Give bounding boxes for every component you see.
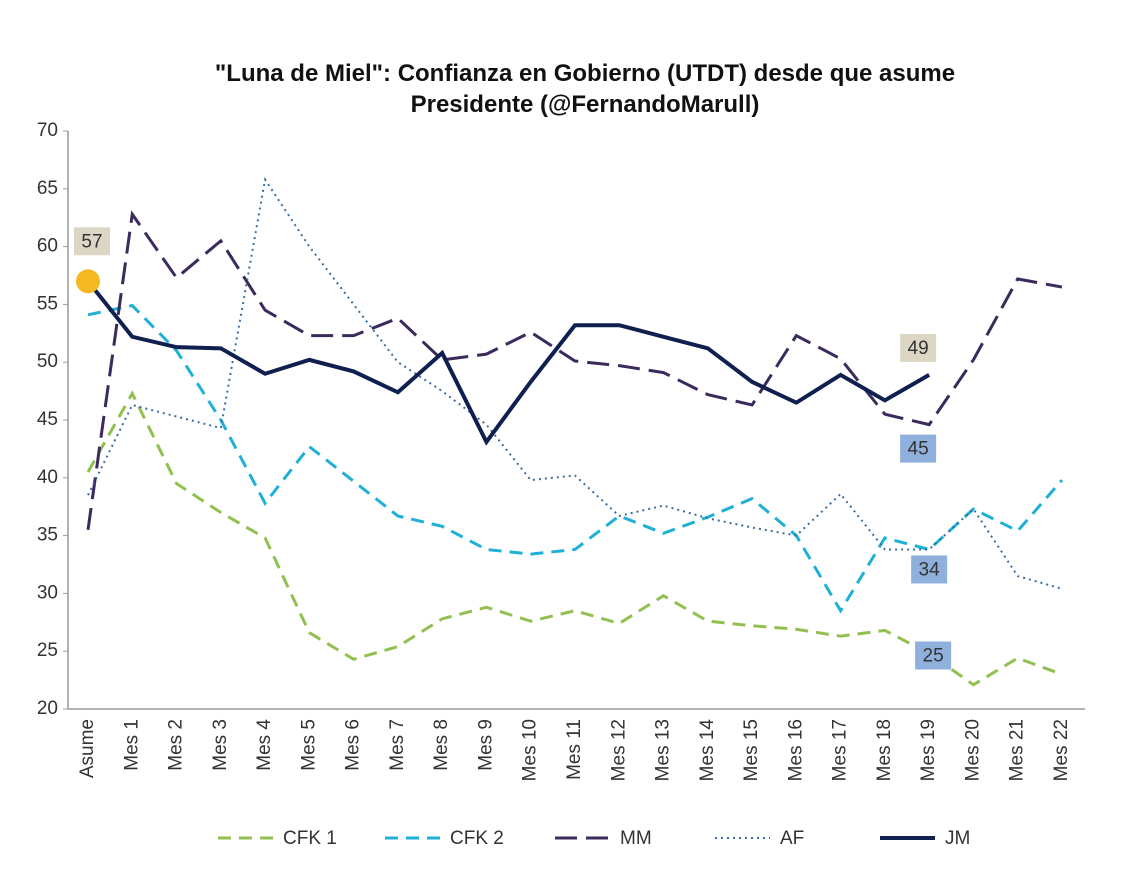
value-label: 45 bbox=[908, 439, 929, 460]
series-line bbox=[86, 390, 1063, 687]
x-tick-label: Mes 4 bbox=[254, 719, 275, 771]
x-tick-label: Mes 14 bbox=[697, 719, 718, 782]
x-tick-label: Mes 2 bbox=[166, 719, 187, 771]
x-tick-label: Mes 16 bbox=[785, 719, 806, 781]
x-tick-label: Mes 17 bbox=[830, 719, 851, 781]
legend-label: JM bbox=[945, 828, 970, 849]
value-label-box bbox=[900, 434, 937, 463]
x-tick-label: Mes 5 bbox=[298, 719, 319, 771]
y-tick-label: 65 bbox=[37, 178, 58, 199]
x-tick-label: Mes 20 bbox=[962, 719, 983, 781]
x-tick-label: Asume bbox=[77, 719, 98, 778]
x-tick-label: Mes 21 bbox=[1007, 719, 1028, 781]
x-tick-label: Mes 15 bbox=[741, 719, 762, 781]
highlight-marker bbox=[76, 269, 100, 294]
x-tick-label: Mes 19 bbox=[918, 719, 939, 781]
y-tick-label: 40 bbox=[37, 467, 58, 488]
value-label-box bbox=[74, 227, 110, 256]
x-tick-label: Mes 18 bbox=[874, 719, 895, 781]
value-label-box bbox=[900, 333, 937, 362]
y-tick-label: 55 bbox=[37, 293, 58, 314]
x-tick-label: Mes 7 bbox=[387, 719, 408, 771]
series-line bbox=[87, 303, 1064, 614]
x-tick-label: Mes 8 bbox=[431, 719, 452, 771]
value-label: 57 bbox=[81, 231, 102, 252]
series-line bbox=[87, 176, 1063, 590]
x-tick-label: Mes 11 bbox=[564, 719, 585, 780]
value-label: 34 bbox=[919, 559, 941, 580]
x-tick-label: Mes 6 bbox=[343, 719, 364, 771]
x-tick-label: Mes 3 bbox=[210, 719, 231, 771]
x-tick-label: Mes 13 bbox=[653, 719, 674, 781]
y-tick-label: 35 bbox=[37, 525, 58, 546]
legend-label: CFK 1 bbox=[283, 828, 337, 849]
y-tick-label: 45 bbox=[37, 409, 58, 430]
y-tick-label: 20 bbox=[37, 698, 58, 719]
legend-label: AF bbox=[780, 828, 804, 849]
y-tick-label: 25 bbox=[37, 640, 58, 661]
chart-title: "Luna de Miel": Confianza en Gobierno (U… bbox=[214, 60, 956, 118]
value-label-box bbox=[915, 641, 952, 670]
x-tick-label: Mes 10 bbox=[520, 719, 541, 781]
legend-label: CFK 2 bbox=[450, 828, 504, 849]
x-tick-label: Mes 12 bbox=[608, 719, 629, 781]
series-line bbox=[86, 210, 1063, 531]
x-tick-label: Mes 1 bbox=[121, 719, 142, 771]
x-tick-label: Mes 22 bbox=[1051, 719, 1072, 781]
y-tick-label: 70 bbox=[37, 120, 58, 141]
x-tick-label: Mes 9 bbox=[475, 719, 496, 771]
y-tick-label: 30 bbox=[37, 582, 58, 603]
value-label-box bbox=[911, 555, 948, 584]
legend-label: MM bbox=[620, 828, 652, 849]
series-line bbox=[86, 280, 931, 446]
y-tick-label: 60 bbox=[37, 236, 58, 257]
value-label: 25 bbox=[923, 646, 944, 667]
y-tick-label: 50 bbox=[37, 351, 58, 372]
value-label: 49 bbox=[908, 338, 929, 359]
